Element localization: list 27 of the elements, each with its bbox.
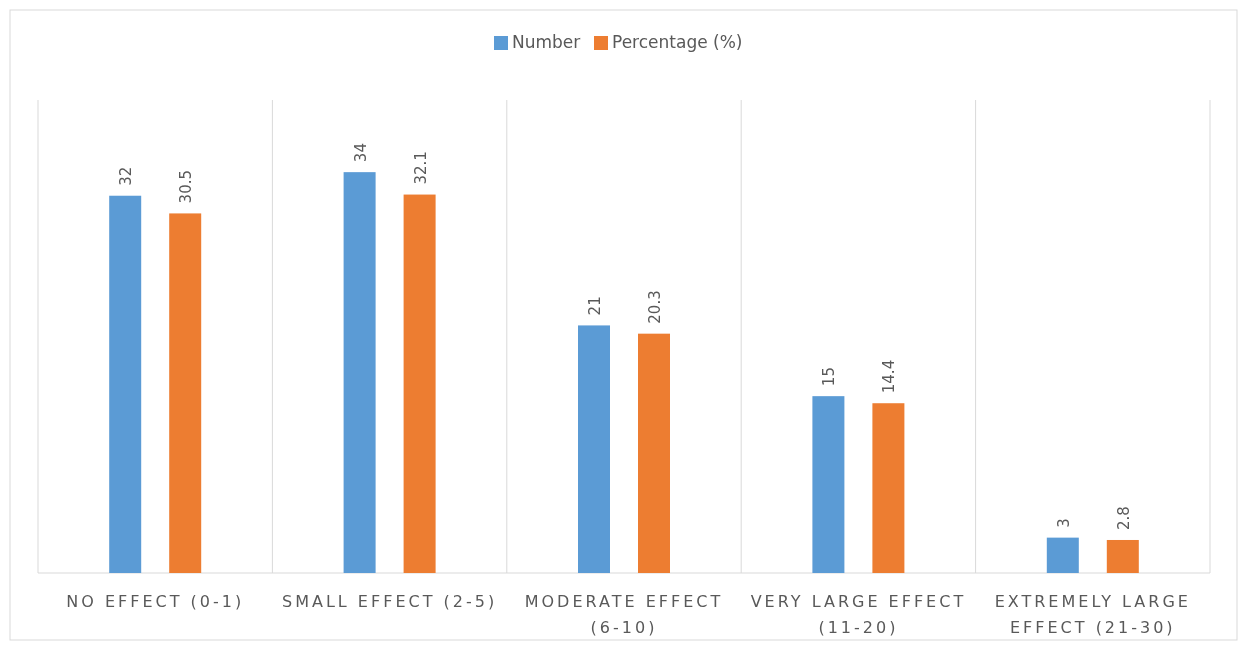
x-tick-label: VERY LARGE EFFECT (11-20) [750, 592, 967, 637]
data-label: 21 [586, 296, 604, 316]
data-label: 32.1 [411, 151, 430, 185]
data-label: 14.4 [880, 359, 899, 394]
data-label: 20.3 [646, 290, 664, 324]
data-label: 2.8 [1114, 506, 1133, 530]
data-label: 30.5 [177, 170, 196, 204]
bar [169, 213, 202, 573]
legend-label: Number [512, 32, 581, 52]
bar [638, 333, 670, 573]
bar [872, 403, 905, 573]
legend-label: Percentage (%) [612, 32, 743, 52]
x-tick-label: SMALL EFFECT (2-5) [282, 592, 498, 611]
x-tick-label: MODERATE EFFECT (6-10) [524, 592, 724, 637]
bar [812, 396, 845, 573]
x-tick-label: EXTREMELY LARGE EFFECT (21-30) [994, 592, 1191, 637]
data-label: 15 [820, 367, 839, 387]
x-tick-label: NO EFFECT (0-1) [66, 592, 245, 611]
data-label: 3 [1054, 518, 1073, 528]
bar [1106, 539, 1139, 573]
bar [578, 325, 610, 573]
bar [343, 172, 376, 573]
data-label: 32 [117, 166, 136, 186]
bar [109, 195, 142, 573]
bar [403, 194, 436, 573]
data-label: 34 [351, 143, 370, 163]
bar [1046, 537, 1079, 573]
